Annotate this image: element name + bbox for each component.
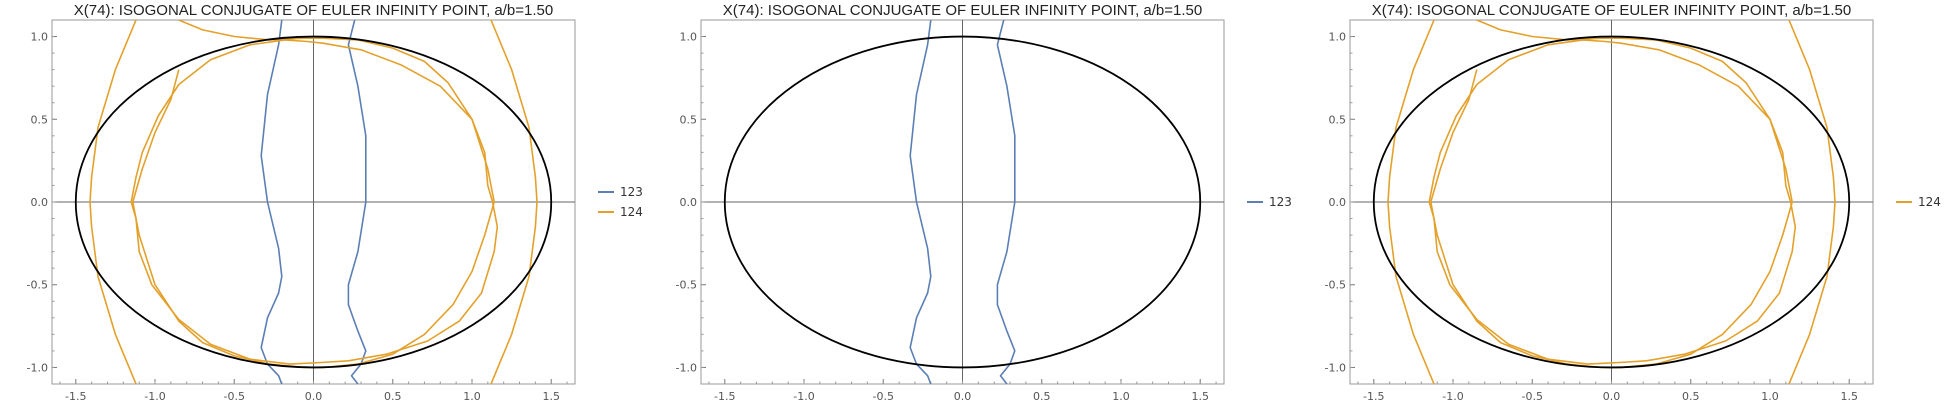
x-tick-label: 0.0 — [305, 390, 323, 403]
chart-3: X(74): ISOGONAL CONJUGATE OF EULER INFIN… — [1325, 2, 1941, 403]
chart-panel-1: X(74): ISOGONAL CONJUGATE OF EULER INFIN… — [0, 0, 649, 406]
x-tick-label: -1.0 — [1442, 390, 1463, 403]
x-tick-label: 1.5 — [1840, 390, 1858, 403]
chart-2: X(74): ISOGONAL CONJUGATE OF EULER INFIN… — [676, 2, 1292, 403]
y-tick-label: -1.0 — [1325, 361, 1346, 374]
plot-area — [723, 20, 1202, 384]
x-tick-label: -0.5 — [1522, 390, 1543, 403]
y-tick-label: -1.0 — [27, 361, 48, 374]
x-tick-label: 1.5 — [542, 390, 560, 403]
x-tick-label: -1.5 — [1363, 390, 1384, 403]
ellipse-curve — [723, 35, 1202, 369]
series-124-curve — [1788, 20, 1836, 384]
ellipse-curve — [1372, 35, 1851, 369]
plot-area — [74, 20, 553, 384]
x-tick-label: 1.5 — [1191, 390, 1209, 403]
x-tick-label: 1.0 — [1112, 390, 1130, 403]
y-tick-label: 1.0 — [31, 31, 49, 44]
legend-label-124: 124 — [620, 205, 643, 219]
y-tick-label: 0.0 — [680, 196, 698, 209]
x-tick-label: 0.5 — [384, 390, 402, 403]
x-tick-label: -1.5 — [65, 390, 86, 403]
y-tick-label: 1.0 — [680, 31, 698, 44]
y-tick-label: -0.5 — [1325, 279, 1346, 292]
series-124-curve — [132, 20, 495, 369]
series-124-curve — [130, 39, 499, 365]
y-tick-label: 0.5 — [1329, 113, 1347, 126]
x-tick-label: -0.5 — [224, 390, 245, 403]
y-tick-label: 0.0 — [31, 196, 49, 209]
series-124-curve — [1430, 20, 1793, 369]
chart-title: X(74): ISOGONAL CONJUGATE OF EULER INFIN… — [1372, 2, 1851, 19]
series-124-curve — [1428, 39, 1797, 365]
x-tick-label: 0.0 — [954, 390, 972, 403]
legend-label-124: 124 — [1918, 195, 1941, 209]
series-124-curve — [490, 20, 538, 384]
y-tick-label: -0.5 — [676, 279, 697, 292]
x-tick-label: -1.0 — [793, 390, 814, 403]
ellipse-curve — [74, 35, 553, 369]
x-tick-label: 0.5 — [1033, 390, 1051, 403]
chart-title: X(74): ISOGONAL CONJUGATE OF EULER INFIN… — [723, 2, 1202, 19]
y-tick-label: -1.0 — [676, 361, 697, 374]
series-124-curve — [1387, 20, 1435, 384]
x-tick-label: 0.0 — [1603, 390, 1621, 403]
x-tick-label: 1.0 — [463, 390, 481, 403]
series-124-curve — [89, 20, 137, 384]
y-tick-label: 1.0 — [1329, 31, 1347, 44]
legend-label-123: 123 — [1269, 195, 1292, 209]
y-tick-label: 0.5 — [31, 113, 49, 126]
x-tick-label: 0.5 — [1682, 390, 1700, 403]
chart-panel-2: X(74): ISOGONAL CONJUGATE OF EULER INFIN… — [649, 0, 1298, 406]
x-tick-label: 1.0 — [1761, 390, 1779, 403]
x-tick-label: -0.5 — [873, 390, 894, 403]
y-tick-label: 0.5 — [680, 113, 698, 126]
x-tick-label: -1.5 — [714, 390, 735, 403]
chart-panel-3: X(74): ISOGONAL CONJUGATE OF EULER INFIN… — [1298, 0, 1947, 406]
chart-1: X(74): ISOGONAL CONJUGATE OF EULER INFIN… — [27, 2, 643, 403]
legend-label-123: 123 — [620, 185, 643, 199]
y-tick-label: 0.0 — [1329, 196, 1347, 209]
x-tick-label: -1.0 — [144, 390, 165, 403]
chart-title: X(74): ISOGONAL CONJUGATE OF EULER INFIN… — [74, 2, 553, 19]
plot-area — [1372, 20, 1851, 384]
y-tick-label: -0.5 — [27, 279, 48, 292]
